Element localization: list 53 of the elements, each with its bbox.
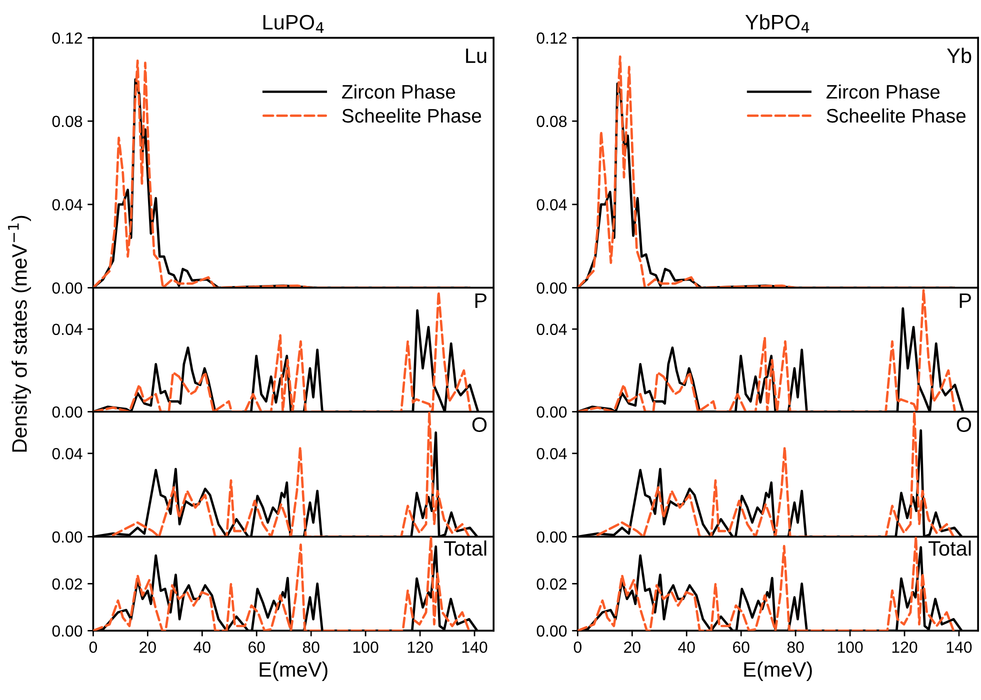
y-tick-label: 0.04 (536, 448, 567, 460)
x-tick-label: 20 (624, 642, 640, 653)
x-tick-label: 100 (838, 642, 863, 653)
chart-title: LuPO$_{4}$ (263, 14, 324, 33)
y-tick-label: 0.08 (536, 116, 567, 128)
x-tick-label: 140 (946, 642, 972, 653)
annotation: P (475, 293, 486, 308)
y-tick-label: 0.00 (52, 625, 82, 637)
y-tick-label: 0.08 (52, 116, 82, 128)
x-tick-label: 0 (89, 642, 98, 653)
x-tick-label: 120 (408, 642, 433, 653)
x-tick-label: 140 (462, 642, 488, 653)
y-tick-label: 0.04 (52, 199, 82, 210)
annotation: Lu (466, 48, 486, 64)
x-tick-label: 60 (733, 642, 750, 653)
y-tick-label: 0.04 (52, 324, 82, 336)
y-tick-label: 0.12 (52, 32, 82, 44)
y-tick-label: 0.00 (536, 625, 567, 637)
y-tick-label: 0.00 (536, 531, 567, 543)
x-tick-label: 80 (787, 642, 804, 653)
y-tick-label: 0.02 (536, 578, 566, 590)
y-tick-label: 0.02 (52, 578, 82, 590)
x-tick-label: 120 (892, 642, 918, 653)
annotation: Total (444, 540, 486, 556)
y-tick-label: 0.04 (536, 324, 567, 336)
x-tick-label: 40 (194, 642, 210, 653)
x-tick-label: 20 (140, 642, 156, 653)
y-axis-title: Density of states (meV$^{−1}$) (8, 216, 31, 452)
x-axis-title: E(meV) (260, 662, 328, 681)
y-tick-label: 0.04 (536, 199, 567, 210)
y-tick-label: 0.04 (52, 448, 82, 460)
legend-label: Scheelite Phase (826, 108, 966, 123)
annotation: O (956, 417, 972, 432)
y-tick-label: 0.00 (52, 282, 82, 294)
annotation: Yb (947, 48, 972, 64)
legend-label: Zircon Phase (342, 84, 456, 99)
y-tick-label: 0.00 (536, 282, 567, 294)
annotation: P (960, 293, 971, 308)
x-tick-label: 80 (302, 642, 320, 653)
y-tick-label: 0.00 (52, 406, 82, 418)
chart-title: YbPO$_{4}$ (745, 14, 810, 33)
x-axis-title: E(meV) (744, 662, 812, 681)
x-tick-label: 40 (678, 642, 695, 653)
annotation: Total (928, 540, 971, 556)
y-tick-label: 0.12 (536, 32, 566, 44)
annotation: O (472, 417, 487, 432)
legend-label: Scheelite Phase (342, 108, 482, 123)
y-tick-label: 0.00 (52, 531, 82, 543)
x-tick-label: 100 (353, 642, 378, 653)
legend-label: Zircon Phase (826, 84, 940, 99)
x-tick-label: 60 (248, 642, 265, 653)
x-tick-label: 0 (574, 642, 582, 653)
y-tick-label: 0.00 (536, 406, 567, 418)
